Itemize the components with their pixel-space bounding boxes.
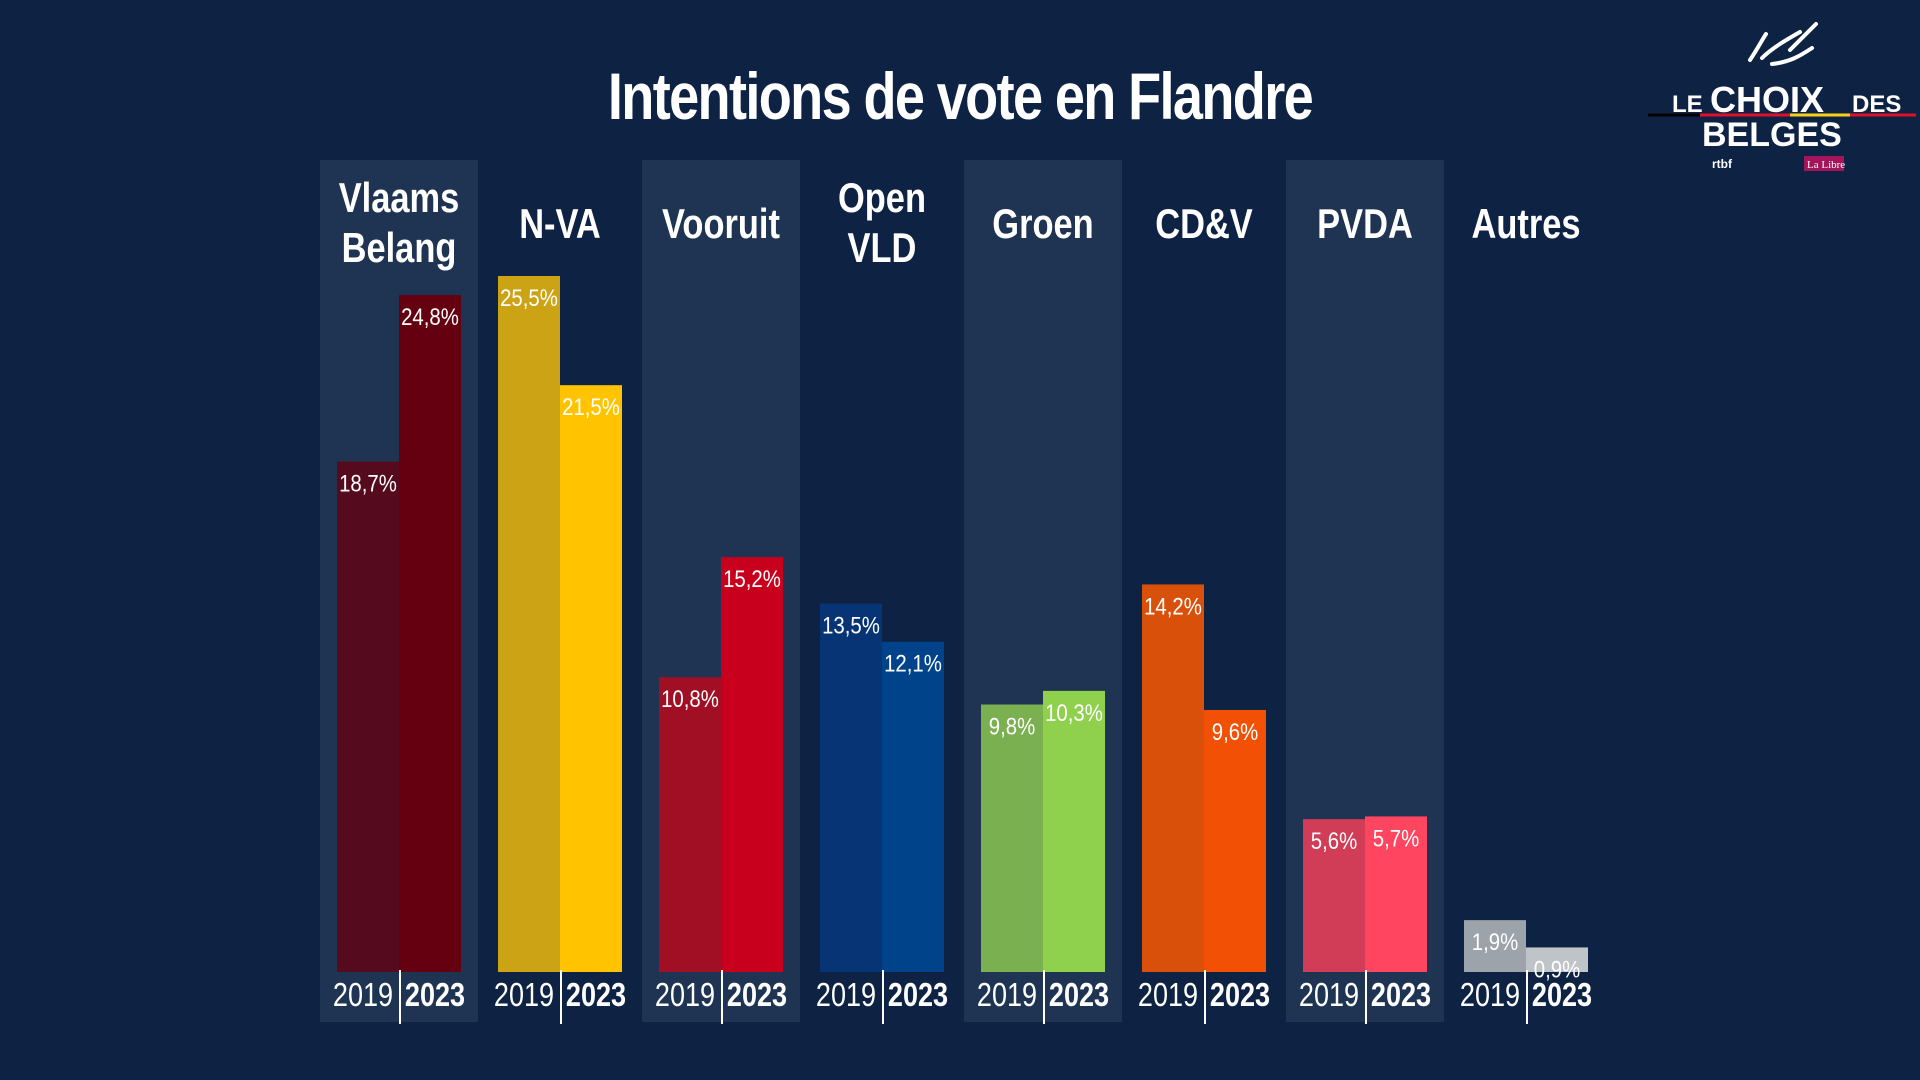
year-label-vlaams-belang-2023: 2023 <box>405 978 465 1014</box>
year-label-groen-2019: 2019 <box>977 978 1037 1014</box>
category-label-cd-v: CD&V <box>1155 201 1253 248</box>
year-label-vooruit-2023: 2023 <box>727 978 787 1014</box>
data-label-cd-v-2019: 14,2% <box>1144 593 1202 620</box>
bar-autres-2023 <box>1526 947 1588 972</box>
category-label-vooruit: Vooruit <box>662 201 780 248</box>
bar-pvda-2023 <box>1365 816 1427 972</box>
data-label-cd-v-2023: 9,6% <box>1212 718 1258 745</box>
year-label-groen-2023: 2023 <box>1049 978 1109 1014</box>
year-label-open-vld-2023: 2023 <box>888 978 948 1014</box>
bar-groen-2023 <box>1043 690 1105 972</box>
category-label-vlaams-belang: Vlaams Belang <box>339 175 460 272</box>
data-label-autres-2019: 1,9% <box>1472 929 1518 956</box>
bar-n-va-2023 <box>560 385 622 972</box>
category-label-open-vld: Open VLD <box>838 175 926 272</box>
year-label-n-va-2023: 2023 <box>566 978 626 1014</box>
hand-vote-icon <box>1748 22 1818 66</box>
logo-choix: CHOIX <box>1710 79 1824 120</box>
bar-vlaams-belang-2023 <box>399 295 461 972</box>
category-label-n-va: N-VA <box>519 201 601 248</box>
logo-partner-badge <box>1804 156 1844 171</box>
data-label-n-va-2019: 25,5% <box>500 284 558 311</box>
bar-open-vld-2023 <box>882 641 944 972</box>
year-label-n-va-2019: 2019 <box>494 978 554 1014</box>
logo-des: DES <box>1852 91 1901 118</box>
data-label-n-va-2023: 21,5% <box>562 394 620 421</box>
data-label-vooruit-2023: 15,2% <box>723 566 781 593</box>
category-label-pvda: PVDA <box>1317 201 1413 248</box>
data-label-vlaams-belang-2023: 24,8% <box>401 304 459 331</box>
logo-partner-lalibre: La Libre <box>1807 159 1845 171</box>
data-label-vooruit-2019: 10,8% <box>661 686 719 713</box>
bar-pvda-2019 <box>1303 819 1365 972</box>
bar-cd-v-2023 <box>1204 709 1266 972</box>
data-label-pvda-2023: 5,7% <box>1373 825 1419 852</box>
year-label-vlaams-belang-2019: 2019 <box>333 978 393 1014</box>
year-label-vooruit-2019: 2019 <box>655 978 715 1014</box>
data-label-groen-2023: 10,3% <box>1045 699 1103 726</box>
bar-open-vld-2019 <box>820 603 882 972</box>
year-label-cd-v-2023: 2023 <box>1210 978 1270 1014</box>
category-label-groen: Groen <box>992 201 1093 248</box>
data-label-open-vld-2019: 13,5% <box>822 612 880 639</box>
data-label-vlaams-belang-2019: 18,7% <box>339 470 397 497</box>
bar-n-va-2019 <box>498 276 560 972</box>
bar-vlaams-belang-2019 <box>337 461 399 972</box>
bar-vooruit-2023 <box>721 557 783 972</box>
data-label-autres-2023: 0,9% <box>1534 956 1580 983</box>
data-label-pvda-2019: 5,6% <box>1311 828 1357 855</box>
data-label-groen-2019: 9,8% <box>989 713 1035 740</box>
year-label-pvda-2023: 2023 <box>1371 978 1431 1014</box>
logo-le: LE <box>1672 91 1703 118</box>
year-label-autres-2023: 2023 <box>1532 978 1592 1014</box>
year-label-cd-v-2019: 2019 <box>1138 978 1198 1014</box>
bar-vooruit-2019 <box>659 677 721 972</box>
logo-belges: BELGES <box>1702 116 1842 154</box>
year-label-pvda-2019: 2019 <box>1299 978 1359 1014</box>
year-label-autres-2019: 2019 <box>1460 978 1520 1014</box>
chart-title: Intentions de vote en Flandre <box>607 59 1314 133</box>
le-choix-des-belges-logo: LE CHOIX DES BELGES rtbf La Libre <box>1648 22 1916 171</box>
data-label-open-vld-2023: 12,1% <box>884 650 942 677</box>
bar-autres-2019 <box>1464 920 1526 972</box>
year-label-open-vld-2019: 2019 <box>816 978 876 1014</box>
logo-partner-rtbf: rtbf <box>1712 157 1733 171</box>
bar-cd-v-2019 <box>1142 584 1204 972</box>
category-label-autres: Autres <box>1471 201 1580 248</box>
bar-groen-2019 <box>981 704 1043 972</box>
